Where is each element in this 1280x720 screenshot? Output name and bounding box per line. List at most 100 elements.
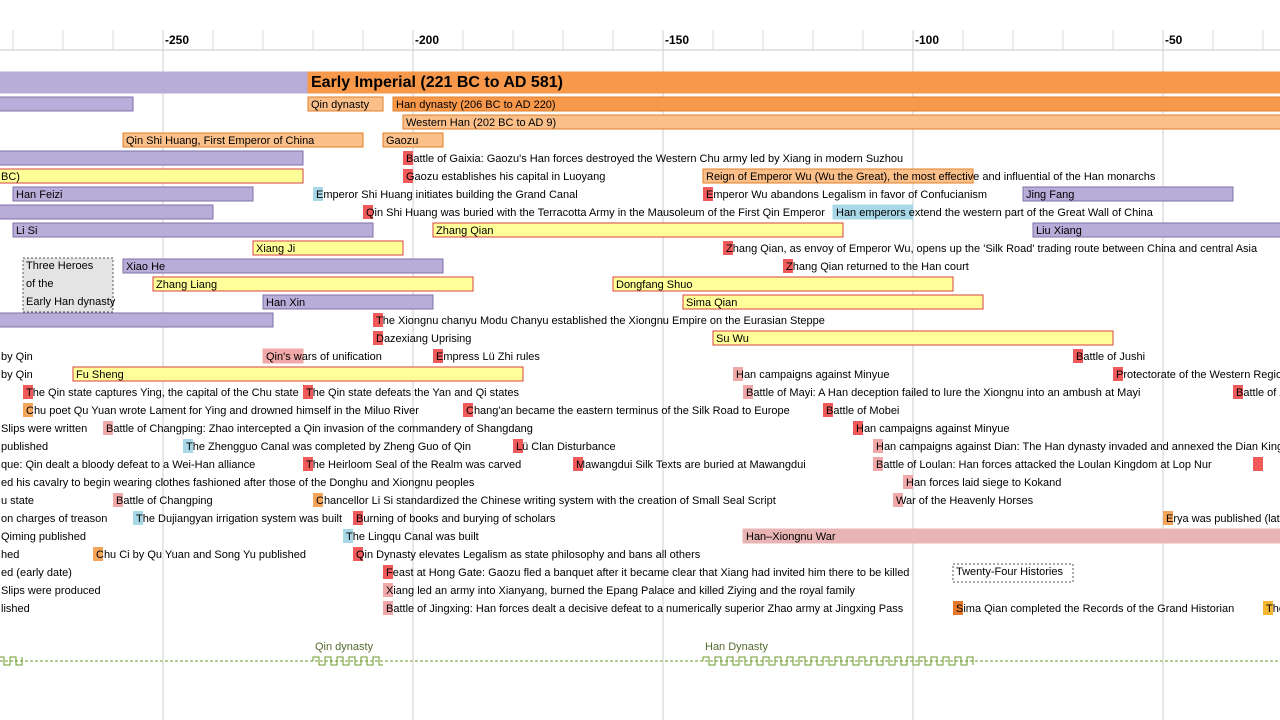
event-marker — [743, 385, 753, 399]
x-tick-label: -100 — [915, 33, 939, 47]
event-marker — [723, 241, 733, 255]
event-marker — [733, 367, 743, 381]
period-label: Han dynasty (206 BC to AD 220) — [396, 99, 556, 111]
event-label: Emperor Shi Huang initiates building the… — [316, 189, 578, 201]
event-label: on charges of treason — [1, 513, 107, 525]
event-marker — [383, 601, 393, 615]
event-marker — [853, 421, 863, 435]
period-bar — [742, 528, 1280, 544]
event-label: Qiming published — [1, 531, 86, 543]
event-label: Battle of Loulan: Han forces attacked th… — [876, 459, 1212, 471]
period-bar — [1032, 222, 1280, 238]
event-marker — [573, 457, 583, 471]
period-bar — [832, 204, 914, 220]
event-label: Chancellor Li Si standardized the Chines… — [316, 495, 776, 507]
period-bar — [0, 312, 274, 328]
event-label: Burning of books and burying of scholars — [356, 513, 556, 525]
event-marker — [303, 385, 313, 399]
period-label: Zhang Liang — [156, 279, 217, 291]
event-label: Slips were written — [1, 423, 87, 435]
period-label: Han Feizi — [16, 189, 62, 201]
period-label: Fu Sheng — [76, 369, 124, 381]
event-marker — [313, 493, 323, 507]
event-label: The Qin state captures Ying, the capital… — [26, 387, 299, 399]
event-marker — [113, 493, 123, 507]
event-marker — [303, 457, 313, 471]
event-label: Chu poet Qu Yuan wrote Lament for Ying a… — [26, 405, 419, 417]
event-label: War of the Heavenly Horses — [896, 495, 1034, 507]
event-label: The Qin state defeats the Yan and Qi sta… — [306, 387, 520, 399]
period-label: Liu Xiang — [1036, 225, 1082, 237]
period-bar — [262, 294, 434, 310]
x-tick-label: -150 — [665, 33, 689, 47]
event-label: The Zhengguo Canal was completed by Zhen… — [186, 441, 471, 453]
period-bar — [432, 222, 844, 238]
event-label: Battle of Z — [1236, 387, 1280, 399]
period-label: Han Xin — [266, 297, 305, 309]
period-bar — [262, 348, 304, 364]
era-band — [307, 71, 1280, 94]
note-box — [952, 563, 1074, 583]
period-label: Zhang Qian — [436, 225, 493, 237]
event-marker — [1233, 385, 1243, 399]
period-label: BC) — [1, 171, 20, 183]
period-bar — [122, 258, 444, 274]
overview-label: Han Dynasty — [705, 641, 768, 653]
event-marker — [513, 439, 523, 453]
x-tick-label: -50 — [1165, 33, 1183, 47]
event-label: Lü Clan Disturbance — [516, 441, 616, 453]
event-label: lished — [1, 603, 30, 615]
period-label: Xiao He — [126, 261, 165, 273]
period-bar — [702, 168, 974, 184]
event-label: Han campaigns against Dian: The Han dyna… — [876, 441, 1280, 453]
period-bar — [382, 132, 444, 148]
period-bar — [682, 294, 984, 310]
event-label: Battle of Jingxing: Han forces dealt a d… — [386, 603, 904, 615]
event-label: Qin Shi Huang was buried with the Terrac… — [366, 207, 825, 219]
event-label: The Heirloom Seal of the Realm was carve… — [306, 459, 521, 471]
event-marker — [873, 457, 883, 471]
event-marker — [353, 547, 363, 561]
event-label: published — [1, 441, 48, 453]
event-label: u state — [1, 495, 34, 507]
event-label: hed — [1, 549, 19, 561]
event-marker — [703, 187, 713, 201]
event-marker — [383, 583, 393, 597]
event-marker — [23, 385, 33, 399]
period-label: Xiang Ji — [256, 243, 295, 255]
event-label: Dazexiang Uprising — [376, 333, 471, 345]
event-marker — [133, 511, 143, 525]
event-marker — [103, 421, 113, 435]
event-label: Protectorate of the Western Regions — [1116, 369, 1280, 381]
event-marker — [1263, 601, 1273, 615]
event-label: Chang'an became the eastern terminus of … — [466, 405, 790, 417]
event-marker — [373, 331, 383, 345]
event-marker — [463, 403, 473, 417]
period-bar — [0, 168, 304, 184]
period-label: Su Wu — [716, 333, 749, 345]
event-marker — [363, 205, 373, 219]
period-bar — [402, 114, 1280, 130]
event-label: Emperor Wu abandons Legalism in favor of… — [706, 189, 987, 201]
note-text: Early Han dynasty — [26, 296, 116, 308]
event-marker — [1253, 457, 1263, 471]
period-label: Western Han (202 BC to AD 9) — [406, 117, 556, 129]
period-bar — [72, 366, 524, 382]
event-marker — [873, 439, 883, 453]
period-bar — [612, 276, 954, 292]
event-label: que: Qin dealt a bloody defeat to a Wei-… — [1, 459, 255, 471]
event-label: by Qin — [1, 351, 33, 363]
event-marker — [823, 403, 833, 417]
period-bar — [0, 96, 134, 112]
x-tick-label: -200 — [415, 33, 439, 47]
event-marker — [783, 259, 793, 273]
period-bar — [1022, 186, 1234, 202]
event-marker — [373, 313, 383, 327]
event-label: Gaozu establishes his capital in Luoyang — [406, 171, 605, 183]
overview-segment — [312, 656, 383, 666]
event-marker — [23, 403, 33, 417]
period-bar — [12, 222, 374, 238]
overview-segment — [702, 656, 974, 666]
event-label: Xiang led an army into Xianyang, burned … — [386, 585, 856, 597]
